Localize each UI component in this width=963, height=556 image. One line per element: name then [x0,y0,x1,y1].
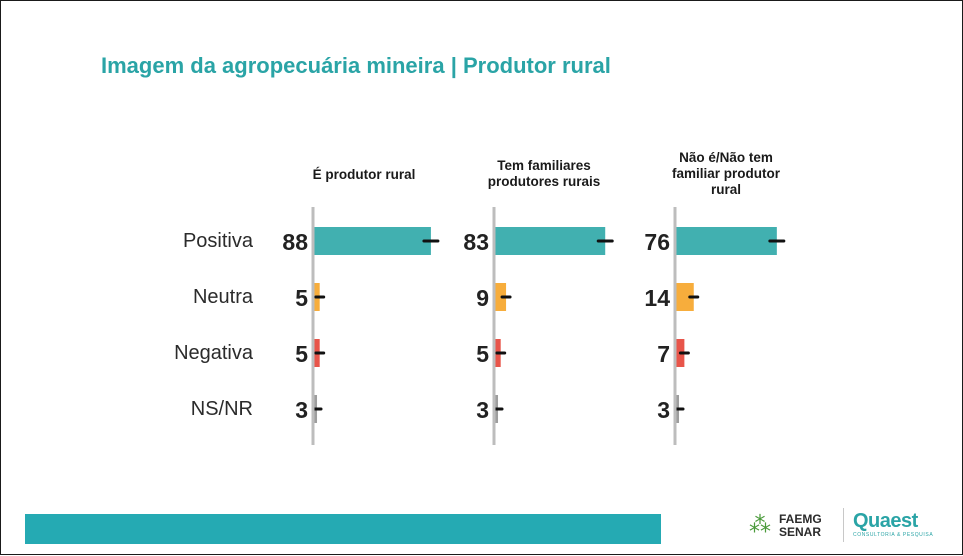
data-label: 14 [644,285,670,311]
column-header-2: Tem familiares produtores rurais [487,158,601,189]
row-label-negativa: Negativa [174,342,253,364]
data-label: 88 [282,229,308,255]
senar-text: SENAR [779,525,822,539]
bar [494,227,606,255]
data-label: 9 [476,285,489,311]
row-label-neutra: Neutra [192,286,253,308]
row-label-positiva: Positiva [182,230,253,252]
row-label-nsnr: NS/NR [190,398,253,420]
faemg-text: FAEMG [779,512,822,526]
page-title: Imagem da agropecuária mineira | Produto… [101,53,611,78]
bar [675,283,694,311]
bar [675,227,777,255]
data-label: 5 [295,341,308,367]
bar [494,283,507,311]
faemg-senar-logo: ⁂ FAEMG SENAR [749,511,839,541]
data-label: 76 [644,229,670,255]
bar [313,227,431,255]
data-label: 5 [295,285,308,311]
footer-bar [25,514,661,544]
column-header-1: É produtor rural [312,167,416,182]
data-label: 83 [463,229,489,255]
data-label: 5 [476,341,489,367]
data-label: 3 [657,397,670,423]
column-header-3: Não é/Não tem familiar produtor rural [671,150,780,197]
logo-divider [843,508,844,542]
quaest-tagline: CONSULTORIA & PESQUISA [853,532,934,538]
data-label: 3 [476,397,489,423]
data-label: 7 [657,341,670,367]
wheat-icon: ⁂ [749,512,771,537]
data-label: 3 [295,397,308,423]
quaest-logo: Quaest [853,510,918,532]
